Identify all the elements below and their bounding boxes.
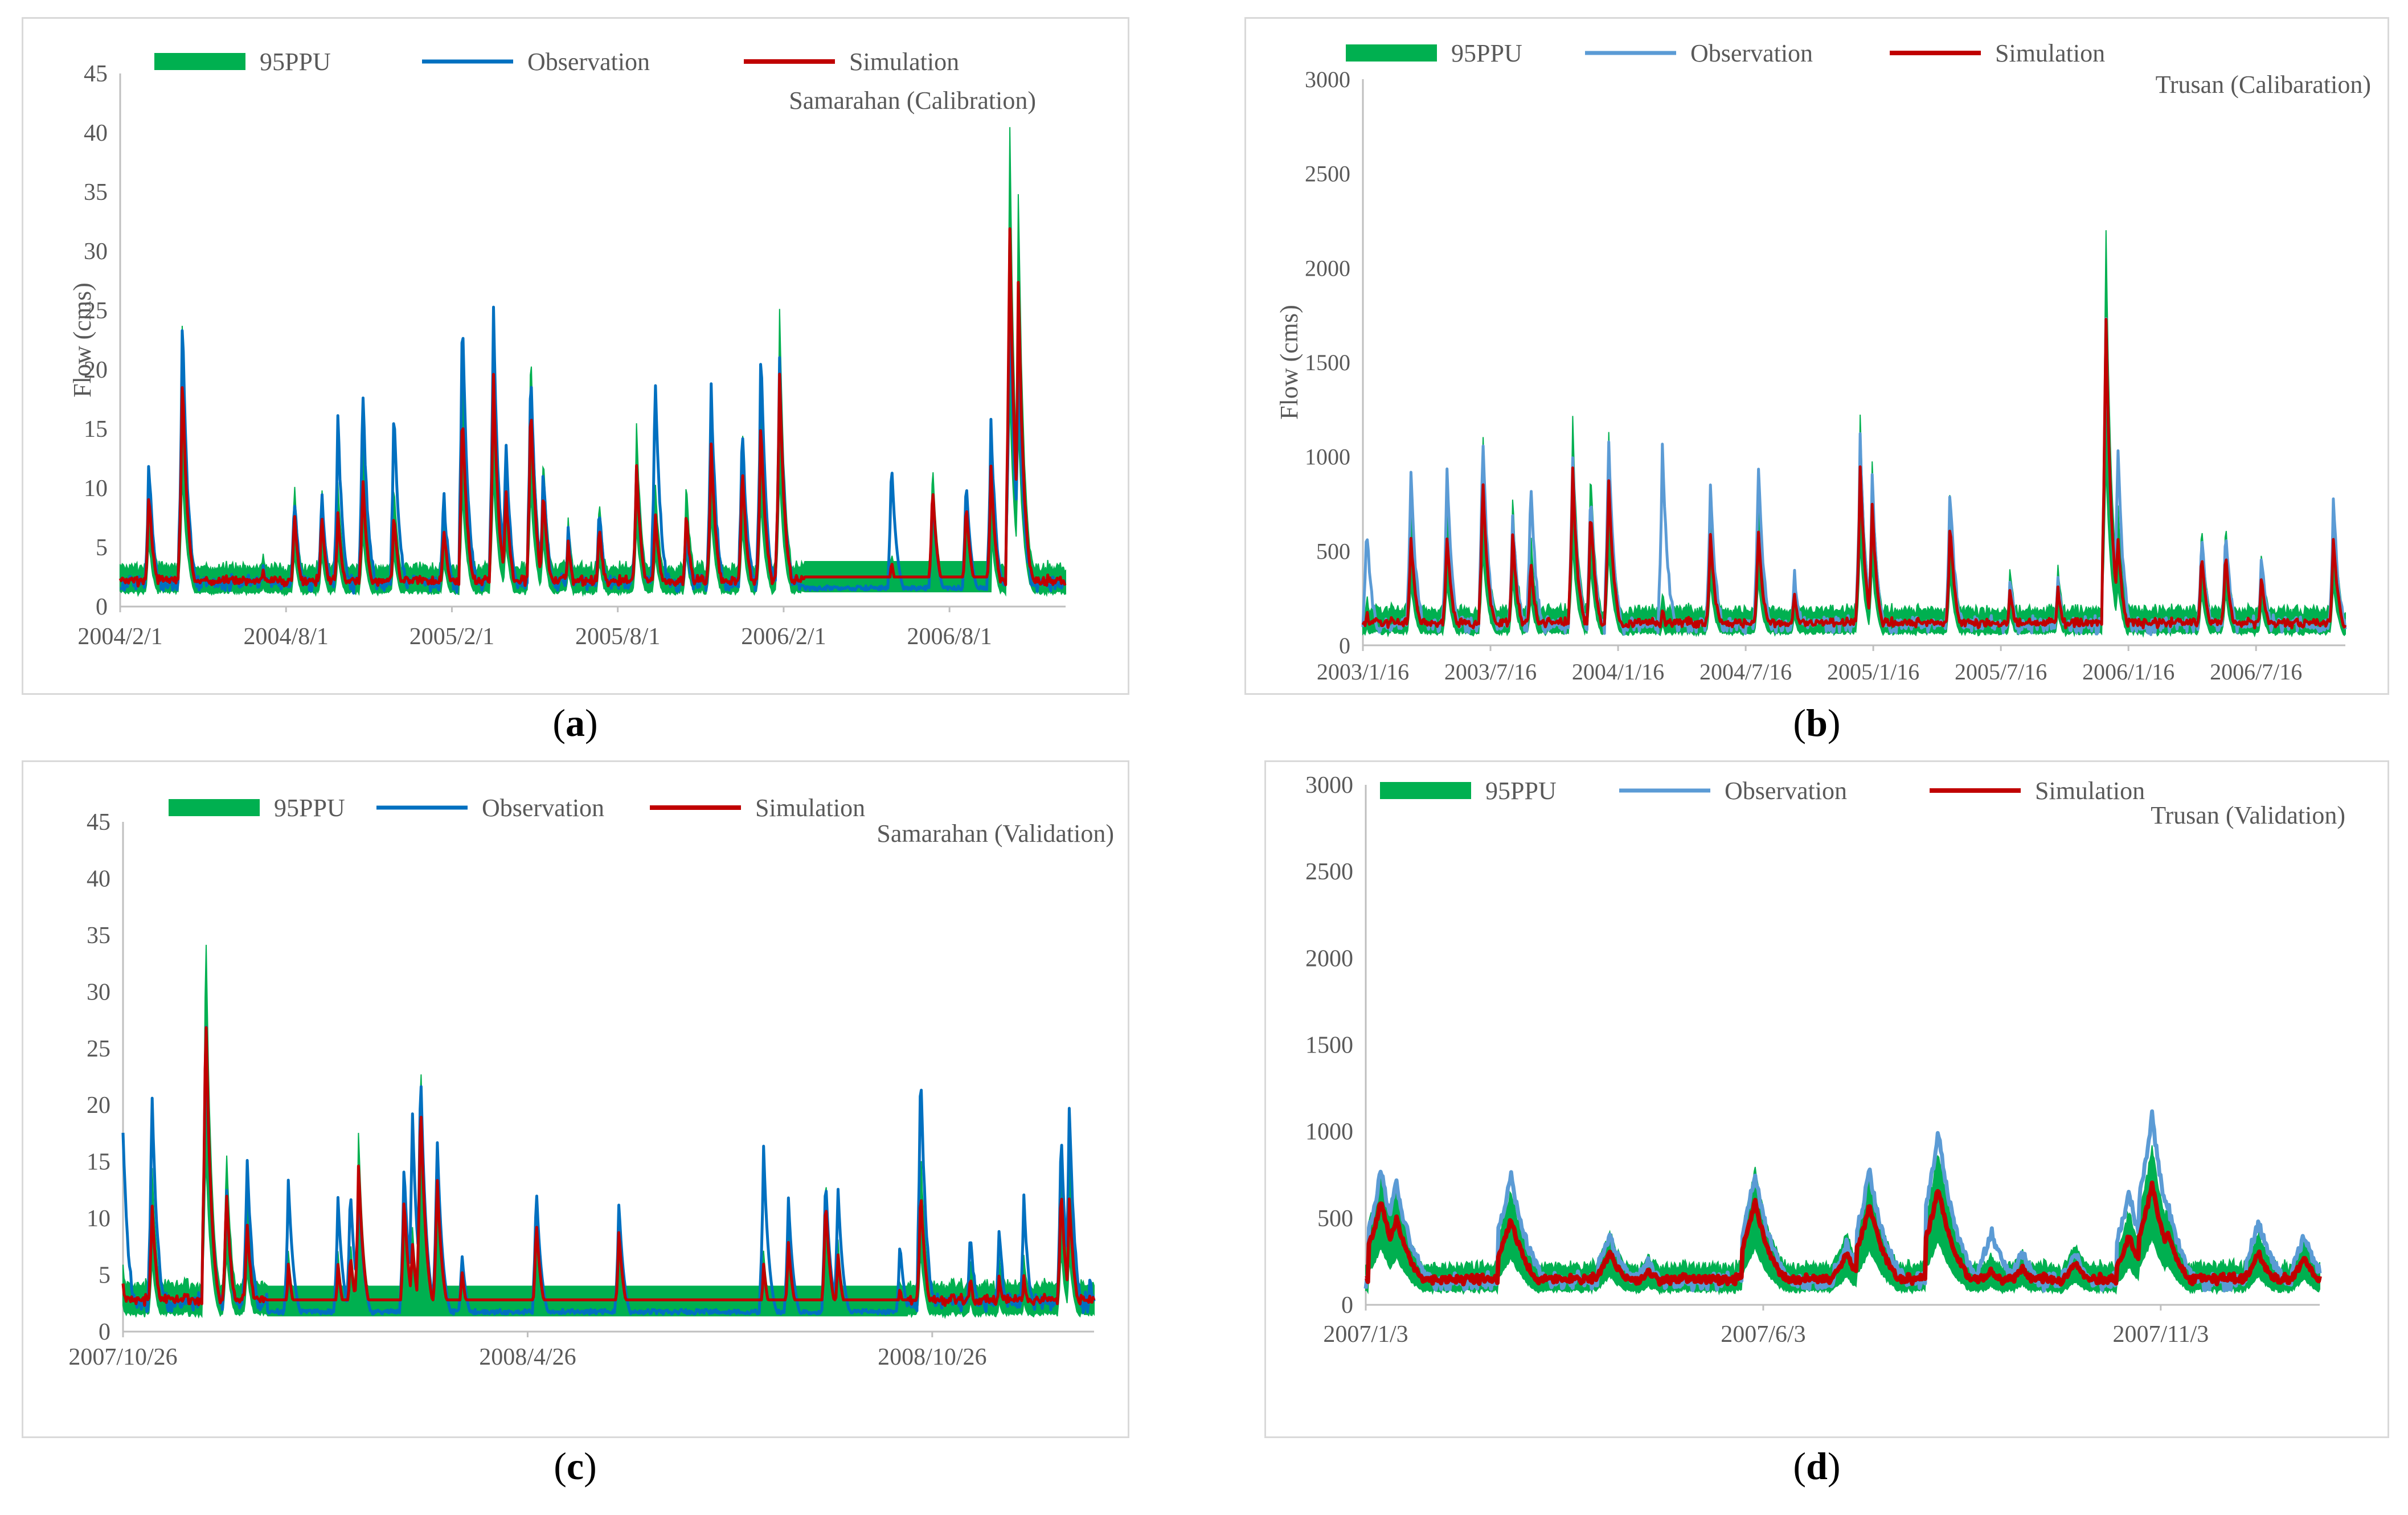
caption-b: (b): [1793, 701, 1841, 744]
chart-d: 0 500 1000 1500 2000 2500 3000 2007/1/3 2007/6/3…: [1305, 772, 2345, 1348]
x-tick-label: 2003/1/16: [1317, 659, 1409, 685]
x-tick-label: 2004/1/16: [1572, 659, 1664, 685]
y-tick-label: 25: [84, 298, 108, 324]
legend-label-sim: Simulation: [755, 794, 865, 822]
y-axis-label: Flow (cms): [68, 282, 96, 398]
y-tick-label: 30: [84, 239, 108, 265]
caption-d: (d): [1793, 1444, 1841, 1488]
y-tick-label: 2000: [1305, 255, 1350, 281]
y-tick-label: 500: [1317, 1206, 1353, 1232]
chart-b: 0 500 1000 1500 2000 2500 3000 2003/1/16 2003/7/…: [1275, 39, 2371, 685]
y-tick-label: 2000: [1305, 945, 1353, 972]
legend-label-sim: Simulation: [1995, 39, 2105, 67]
y-tick-label: 40: [84, 120, 108, 146]
series-95ppu-band: [122, 944, 1095, 1319]
chart-panel-b: 0 500 1000 1500 2000 2500 3000 2003/1/16 2003/7/…: [1244, 17, 2389, 695]
x-tick-label: 2006/7/16: [2210, 659, 2302, 685]
x-tick-label: 2006/8/1: [907, 624, 992, 650]
x-tick-label: 2007/6/3: [1721, 1321, 1805, 1348]
y-tick-label: 3000: [1305, 67, 1350, 92]
chart-panel-c: 0 5 10 15 20 25 30 35 40 45 2007/10/26 2008/4/26 200…: [22, 760, 1129, 1438]
chart-title: Samarahan (Calibration): [789, 87, 1036, 114]
series-simulation-line: [1364, 1180, 2322, 1287]
y-tick-label: 35: [87, 923, 110, 949]
y-tick-label: 5: [96, 535, 108, 561]
y-tick-label: 15: [87, 1149, 110, 1176]
x-tick-label: 2004/2/1: [77, 624, 162, 650]
y-tick-label: 45: [84, 61, 108, 87]
x-tick-label: 2005/8/1: [575, 624, 660, 650]
series-observation-line: [119, 286, 1066, 595]
legend-label-band: 95PPU: [1485, 777, 1557, 805]
chart-title: Trusan (Validation): [2151, 801, 2345, 829]
series-observation-line: [121, 1025, 1096, 1316]
y-tick-label: 0: [1339, 633, 1350, 658]
x-tick-label: 2006/2/1: [741, 624, 826, 650]
y-tick-label: 2500: [1305, 161, 1350, 187]
x-tick-label: 2005/7/16: [1955, 659, 2047, 685]
x-tick-label: 2006/1/16: [2082, 659, 2174, 685]
y-tick-label: 45: [87, 809, 110, 836]
series-simulation-line: [118, 227, 1067, 588]
series-simulation-line: [121, 1026, 1096, 1307]
legend-label-band: 95PPU: [1451, 39, 1522, 67]
legend-label-sim: Simulation: [2035, 777, 2145, 805]
x-tick-label: 2008/10/26: [878, 1344, 986, 1370]
series-simulation-line: [1361, 318, 2347, 629]
y-tick-label: 10: [84, 476, 108, 502]
y-tick-label: 1500: [1305, 1033, 1353, 1059]
x-tick-label: 2004/7/16: [1699, 659, 1792, 685]
y-tick-label: 15: [84, 416, 108, 443]
y-tick-label: 0: [99, 1319, 110, 1345]
y-tick-label: 1500: [1305, 350, 1350, 375]
series-95ppu-band: [120, 127, 1066, 597]
chart-panel-a: 0 5 10 15 20 25 30 35 40 45 2004/2/1 2004/8/1 2005/2…: [22, 17, 1129, 695]
legend-label-obs: Observation: [1690, 39, 1813, 67]
y-tick-label: 20: [87, 1092, 110, 1119]
y-tick-label: 0: [1341, 1292, 1353, 1319]
legend-label-band: 95PPU: [260, 48, 331, 76]
y-tick-label: 10: [87, 1206, 110, 1232]
y-tick-label: 2500: [1305, 859, 1353, 885]
y-tick-label: 500: [1316, 538, 1350, 564]
legend-label-obs: Observation: [482, 794, 604, 822]
chart-panel-d: 0 500 1000 1500 2000 2500 3000 2007/1/3 2007/6/3…: [1264, 760, 2389, 1438]
x-tick-label: 2003/7/16: [1444, 659, 1537, 685]
caption-a: (a): [552, 701, 598, 744]
legend-label-band: 95PPU: [274, 794, 345, 822]
chart-c: 0 5 10 15 20 25 30 35 40 45 2007/10/26 2008/4/26 200…: [68, 794, 1114, 1370]
x-tick-label: 2004/8/1: [244, 624, 329, 650]
caption-c: (c): [554, 1444, 597, 1488]
x-tick-label: 2005/1/16: [1827, 659, 1919, 685]
x-tick-label: 2005/2/1: [409, 624, 494, 650]
legend-label-obs: Observation: [1725, 777, 1847, 805]
chart-title: Samarahan (Validation): [877, 820, 1114, 847]
y-tick-label: 0: [96, 594, 108, 620]
y-tick-label: 5: [99, 1263, 110, 1289]
x-tick-label: 2007/10/26: [68, 1344, 177, 1370]
y-tick-label: 1000: [1305, 1119, 1353, 1145]
y-axis-label: Flow (cms): [1275, 305, 1303, 420]
legend-label-sim: Simulation: [849, 48, 959, 76]
y-tick-label: 35: [84, 179, 108, 206]
y-tick-label: 3000: [1305, 772, 1353, 799]
legend-label-obs: Observation: [527, 48, 650, 76]
y-tick-label: 20: [84, 357, 108, 383]
y-tick-label: 40: [87, 866, 110, 892]
chart-title: Trusan (Calibaration): [2156, 71, 2371, 99]
series-95ppu-band: [1365, 1145, 2320, 1296]
y-tick-label: 25: [87, 1036, 110, 1062]
chart-a: 0 5 10 15 20 25 30 35 40 45 2004/2/1 2004/8/1 2005/2…: [68, 48, 1067, 650]
y-tick-label: 30: [87, 979, 110, 1005]
y-tick-label: 1000: [1305, 444, 1350, 470]
x-tick-label: 2008/4/26: [479, 1344, 576, 1370]
x-tick-label: 2007/11/3: [2112, 1321, 2209, 1348]
x-tick-label: 2007/1/3: [1323, 1321, 1408, 1348]
